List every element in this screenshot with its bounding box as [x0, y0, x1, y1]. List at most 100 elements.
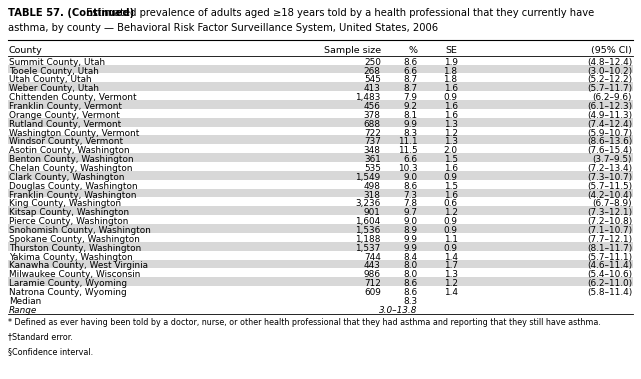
Text: 348: 348 — [363, 146, 381, 155]
Text: Windsor County, Vermont: Windsor County, Vermont — [9, 138, 123, 146]
Text: Natrona County, Wyoming: Natrona County, Wyoming — [9, 288, 127, 297]
Text: (3.7–9.5): (3.7–9.5) — [592, 155, 632, 164]
Text: 1.3: 1.3 — [444, 138, 458, 146]
Bar — [8, 277, 633, 286]
Text: King County, Washington: King County, Washington — [9, 199, 121, 208]
Text: 722: 722 — [364, 128, 381, 138]
Text: 413: 413 — [364, 84, 381, 93]
Text: (8.6–13.6): (8.6–13.6) — [587, 138, 632, 146]
Text: 8.4: 8.4 — [403, 252, 417, 262]
Text: 1.2: 1.2 — [444, 208, 458, 217]
Bar — [8, 260, 633, 268]
Text: 1.2: 1.2 — [444, 279, 458, 288]
Bar — [8, 224, 633, 233]
Text: 0.9: 0.9 — [444, 244, 458, 253]
Text: 6.6: 6.6 — [403, 155, 417, 164]
Text: 7.8: 7.8 — [403, 199, 417, 208]
Text: (6.2–11.0): (6.2–11.0) — [587, 279, 632, 288]
Text: (5.8–11.4): (5.8–11.4) — [587, 288, 632, 297]
Text: 10.3: 10.3 — [397, 164, 417, 173]
Text: 2.0: 2.0 — [444, 146, 458, 155]
Text: 268: 268 — [363, 67, 381, 75]
Text: 9.9: 9.9 — [403, 120, 417, 129]
Text: 688: 688 — [363, 120, 381, 129]
Text: Franklin County, Vermont: Franklin County, Vermont — [9, 102, 122, 111]
Text: 9.7: 9.7 — [403, 208, 417, 217]
Text: 712: 712 — [364, 279, 381, 288]
Text: (3.0–10.2): (3.0–10.2) — [587, 67, 632, 75]
Text: 9.9: 9.9 — [403, 235, 417, 244]
Text: 318: 318 — [363, 191, 381, 200]
Text: * Defined as ever having been told by a doctor, nurse, or other health professio: * Defined as ever having been told by a … — [8, 318, 601, 327]
Text: 378: 378 — [363, 111, 381, 120]
Text: (5.2–12.2): (5.2–12.2) — [587, 75, 632, 85]
Text: 1.6: 1.6 — [444, 102, 458, 111]
Text: 1.6: 1.6 — [444, 84, 458, 93]
Text: 8.0: 8.0 — [403, 270, 417, 279]
Text: Weber County, Utah: Weber County, Utah — [9, 84, 99, 93]
Text: (7.1–10.7): (7.1–10.7) — [587, 226, 632, 235]
Text: 1.2: 1.2 — [444, 128, 458, 138]
Text: 1.5: 1.5 — [444, 182, 458, 191]
Text: Rutland County, Vermont: Rutland County, Vermont — [9, 120, 121, 129]
Text: (7.7–12.1): (7.7–12.1) — [587, 235, 632, 244]
Text: 0.9: 0.9 — [444, 217, 458, 226]
Text: 1.5: 1.5 — [444, 155, 458, 164]
Bar — [8, 64, 633, 74]
Bar — [8, 189, 633, 197]
Text: (5.7–11.1): (5.7–11.1) — [587, 252, 632, 262]
Text: 1.7: 1.7 — [444, 262, 458, 271]
Text: Washington County, Vermont: Washington County, Vermont — [9, 128, 139, 138]
Text: 1.8: 1.8 — [444, 75, 458, 85]
Text: Kanawha County, West Virginia: Kanawha County, West Virginia — [9, 262, 148, 271]
Text: Yakima County, Washington: Yakima County, Washington — [9, 252, 133, 262]
Text: (6.7–8.9): (6.7–8.9) — [592, 199, 632, 208]
Text: 1.1: 1.1 — [444, 235, 458, 244]
Text: (6.1–12.3): (6.1–12.3) — [587, 102, 632, 111]
Text: 7.3: 7.3 — [403, 191, 417, 200]
Text: 1,536: 1,536 — [356, 226, 381, 235]
Bar — [8, 206, 633, 215]
Text: 3,236: 3,236 — [356, 199, 381, 208]
Text: †Standard error.: †Standard error. — [8, 332, 72, 341]
Text: %: % — [408, 46, 417, 55]
Text: Chittenden County, Vermont: Chittenden County, Vermont — [9, 93, 137, 102]
Text: 0.9: 0.9 — [444, 93, 458, 102]
Text: (95% CI): (95% CI) — [591, 46, 632, 55]
Text: Orange County, Vermont: Orange County, Vermont — [9, 111, 120, 120]
Text: Summit County, Utah: Summit County, Utah — [9, 58, 105, 67]
Text: 1,483: 1,483 — [355, 93, 381, 102]
Text: 443: 443 — [364, 262, 381, 271]
Text: 0.9: 0.9 — [444, 226, 458, 235]
Text: 1.6: 1.6 — [444, 191, 458, 200]
Text: 737: 737 — [364, 138, 381, 146]
Text: Median: Median — [9, 297, 41, 306]
Text: Benton County, Washington: Benton County, Washington — [9, 155, 133, 164]
Bar — [8, 171, 633, 180]
Text: 3.0–13.8: 3.0–13.8 — [379, 306, 417, 315]
Text: Laramie County, Wyoming: Laramie County, Wyoming — [9, 279, 127, 288]
Text: Asotin County, Washington: Asotin County, Washington — [9, 146, 129, 155]
Text: 7.9: 7.9 — [403, 93, 417, 102]
Text: (4.8–12.4): (4.8–12.4) — [587, 58, 632, 67]
Bar — [8, 82, 633, 91]
Text: TABLE 57. (​Continued​): TABLE 57. (​Continued​) — [8, 8, 134, 18]
Text: 1.6: 1.6 — [444, 111, 458, 120]
Text: 9.0: 9.0 — [403, 217, 417, 226]
Text: 1,537: 1,537 — [356, 244, 381, 253]
Bar — [8, 135, 633, 144]
Text: 901: 901 — [364, 208, 381, 217]
Bar — [8, 242, 633, 251]
Text: Spokane County, Washington: Spokane County, Washington — [9, 235, 140, 244]
Text: 545: 545 — [364, 75, 381, 85]
Text: (4.9–11.3): (4.9–11.3) — [587, 111, 632, 120]
Text: 1.3: 1.3 — [444, 120, 458, 129]
Text: 11.5: 11.5 — [397, 146, 417, 155]
Text: (7.6–15.4): (7.6–15.4) — [587, 146, 632, 155]
Text: (5.9–10.7): (5.9–10.7) — [587, 128, 632, 138]
Text: 8.6: 8.6 — [403, 279, 417, 288]
Text: Sample size: Sample size — [324, 46, 381, 55]
Bar — [8, 100, 633, 109]
Text: 535: 535 — [364, 164, 381, 173]
Text: 986: 986 — [363, 270, 381, 279]
